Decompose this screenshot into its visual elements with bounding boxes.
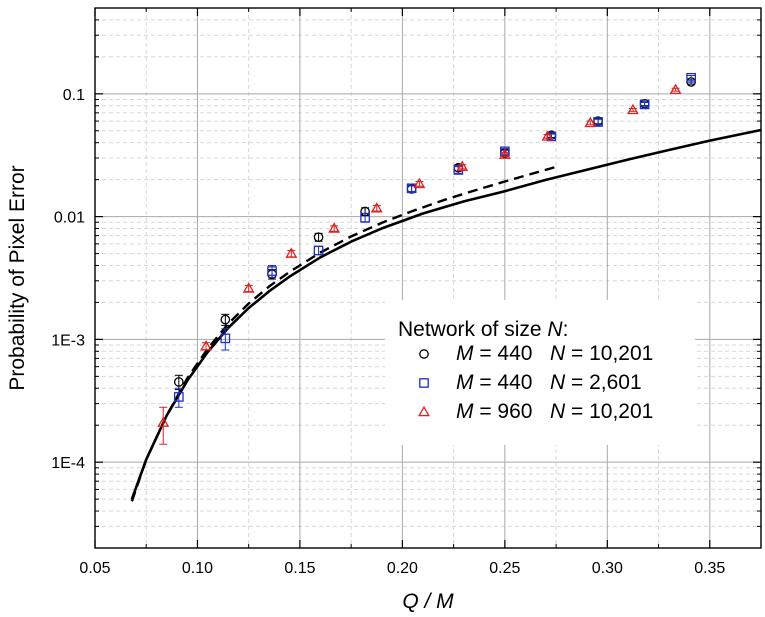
data-point-series-3 xyxy=(541,130,554,141)
data-point-series-2 xyxy=(360,212,370,223)
data-point-series-3 xyxy=(413,177,426,189)
legend-entry-label: M = 960 N = 10,201 xyxy=(456,400,653,423)
legend-entry-label: M = 440 N = 10,201 xyxy=(456,342,653,365)
data-points xyxy=(157,72,696,445)
data-point-series-3 xyxy=(328,222,341,233)
y-axis-title: Probability of Pixel Error xyxy=(6,165,29,390)
y-tick-label: 0.01 xyxy=(54,210,85,227)
data-point-series-3 xyxy=(157,416,170,427)
data-point-series-3 xyxy=(242,282,255,293)
solid-curve xyxy=(130,128,762,500)
data-point-series-2 xyxy=(639,99,650,110)
x-axis-title: Q / M xyxy=(402,590,454,613)
data-point-series-2 xyxy=(267,266,277,276)
data-point-series-3 xyxy=(626,103,639,115)
curves xyxy=(130,128,762,502)
data-point-series-1 xyxy=(173,377,184,387)
data-point-series-3 xyxy=(456,160,469,171)
data-point-series-2 xyxy=(220,333,231,344)
x-tick-label: 0.20 xyxy=(387,560,418,577)
data-point-series-2 xyxy=(406,183,417,194)
x-tick-label: 0.25 xyxy=(489,560,520,577)
legend-entry-label: M = 440 N = 2,601 xyxy=(456,371,642,394)
data-point-series-1 xyxy=(220,314,231,325)
data-point-series-2 xyxy=(593,117,603,127)
data-point-series-3 xyxy=(370,202,383,213)
x-tick-label: 0.30 xyxy=(592,560,623,577)
legend-marker-3 xyxy=(418,405,430,417)
x-tick-labels: 0.05 0.10 0.15 0.20 0.25 0.30 0.35 xyxy=(79,560,725,577)
data-point-series-3 xyxy=(584,116,597,128)
data-point-series-3 xyxy=(498,148,511,159)
y-tick-label: 0.1 xyxy=(63,87,85,104)
data-point-series-2 xyxy=(686,72,696,83)
data-point-series-3 xyxy=(200,340,213,351)
y-tick-labels: 1E-4 1E-3 0.01 0.1 xyxy=(51,87,85,472)
data-point-series-2 xyxy=(313,245,324,256)
y-tick-label: 1E-4 xyxy=(51,455,85,472)
x-tick-label: 0.05 xyxy=(79,560,110,577)
data-point-series-1 xyxy=(313,232,324,243)
legend-box xyxy=(385,300,695,445)
plot-frame xyxy=(94,7,762,549)
x-tick-label: 0.15 xyxy=(284,560,315,577)
legend-title: Network of size N: xyxy=(398,318,568,341)
data-point-series-3 xyxy=(669,83,682,94)
data-point-series-3 xyxy=(285,247,298,258)
plot-area xyxy=(95,8,761,548)
x-tick-label: 0.10 xyxy=(182,560,213,577)
y-tick-label: 1E-3 xyxy=(51,332,85,349)
x-tick-label: 0.35 xyxy=(694,560,725,577)
data-point-series-2 xyxy=(173,392,184,402)
legend-marker-2 xyxy=(419,378,429,388)
axis-ticks xyxy=(94,7,762,549)
legend-marker-1 xyxy=(419,349,429,359)
legend-entries: M = 440 N = 10,201 M = 440 N = 2,601 M = 9… xyxy=(418,342,653,423)
